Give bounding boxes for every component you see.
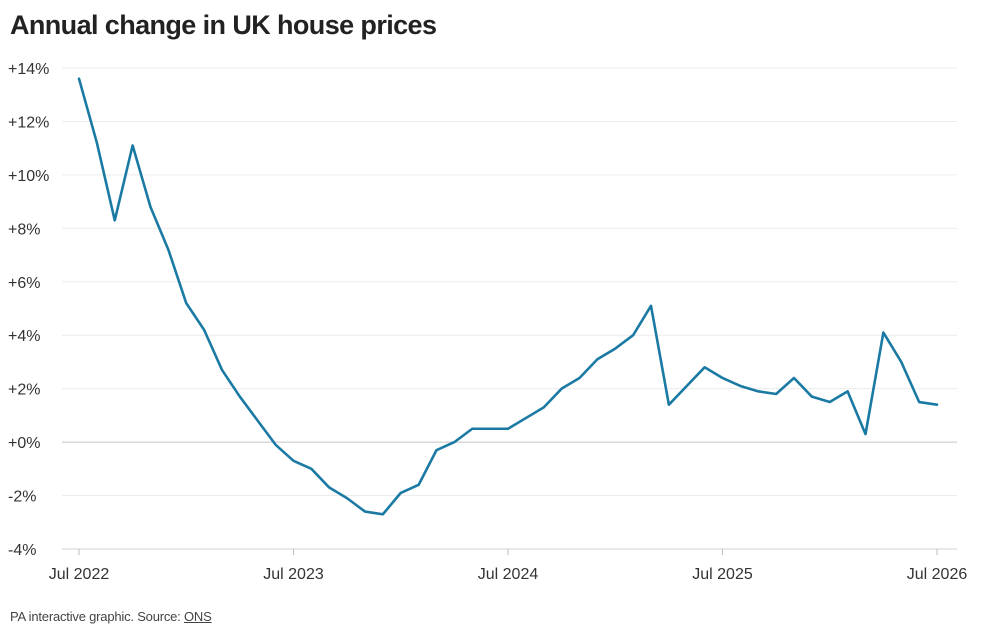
chart-title: Annual change in UK house prices — [10, 10, 437, 40]
footer-credit: PA interactive graphic. Source: ONS — [10, 609, 212, 624]
x-tick-label: Jul 2025 — [692, 566, 753, 583]
source-link[interactable]: ONS — [184, 609, 212, 624]
x-tick-label: Jul 2024 — [478, 566, 539, 583]
x-tick-label: Jul 2026 — [907, 566, 968, 583]
y-tick-label: +14% — [8, 61, 49, 78]
x-tick-label: Jul 2022 — [49, 566, 110, 583]
y-tick-label: +0% — [8, 435, 40, 452]
x-axis — [62, 548, 957, 555]
x-tick-label: Jul 2023 — [263, 566, 324, 583]
series-line — [77, 77, 939, 516]
y-tick-label: +12% — [8, 114, 49, 131]
y-tick-label: +8% — [8, 221, 40, 238]
x-axis-tick-labels: Jul 2022 Jul 2023 Jul 2024 Jul 2025 Jul 2026 — [49, 566, 968, 583]
footer-prefix: PA interactive graphic. Source: — [10, 609, 185, 624]
y-tick-label: +4% — [8, 328, 40, 345]
y-axis-tick-labels: +14% +12% +10% +8% +6% +4% +2% +0% -2% -4% — [8, 61, 49, 559]
y-tick-label: +6% — [8, 275, 40, 292]
y-tick-label: +2% — [8, 382, 40, 399]
gridlines — [62, 67, 957, 550]
y-tick-label: -4% — [8, 542, 36, 559]
series-group — [77, 77, 939, 516]
y-tick-label: -2% — [8, 489, 36, 506]
y-tick-label: +10% — [8, 168, 49, 185]
